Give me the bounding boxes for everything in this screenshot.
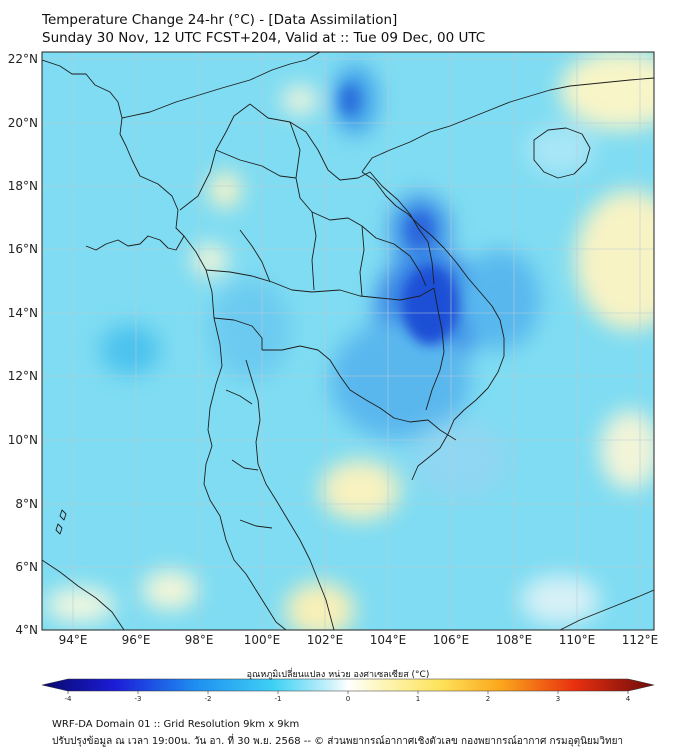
lat-label: 8°N <box>15 497 38 511</box>
nicobar-island <box>59 509 67 521</box>
colorbar-tick-label: -2 <box>205 695 212 703</box>
thailand-andaman-coast <box>203 445 247 575</box>
lon-label: 104°E <box>370 633 407 647</box>
thailand-cambodia-border <box>339 287 435 301</box>
malaysia-west-coast <box>245 573 287 630</box>
country-borders <box>42 52 654 630</box>
lat-label: 4°N <box>15 623 38 637</box>
lat-label: 6°N <box>15 560 38 574</box>
lon-label: 106°E <box>433 633 470 647</box>
colorbar-tick-label: -4 <box>65 695 73 703</box>
colorbar-tick-label: 1 <box>416 695 420 703</box>
map-frame <box>41 51 655 631</box>
province-border <box>225 389 253 405</box>
lon-label: 110°E <box>559 633 596 647</box>
lat-label: 12°N <box>8 369 38 383</box>
province-border <box>215 149 297 179</box>
axes: 22°N 20°N 18°N 16°N 14°N 12°N 10°N 8°N 6… <box>8 52 659 647</box>
sumatra-coast <box>42 559 125 630</box>
graticule <box>42 52 654 630</box>
lat-label: 16°N <box>8 242 38 256</box>
lon-label: 96°E <box>122 633 151 647</box>
province-border <box>239 519 273 529</box>
vietnam-coast <box>361 171 505 481</box>
malaysia-east-coast <box>299 539 335 630</box>
nicobar-island <box>55 523 63 535</box>
thailand-gulf-coast <box>245 359 301 541</box>
province-border <box>231 459 259 471</box>
colorbar-tick-label: 3 <box>556 695 560 703</box>
lon-label: 94°E <box>59 633 88 647</box>
province-border <box>359 225 365 297</box>
cambodia-coast <box>349 389 457 441</box>
map-subtitle: Sunday 30 Nov, 12 UTC FCST+204, Valid at… <box>42 30 486 46</box>
lon-label: 112°E <box>622 633 659 647</box>
thailand-upper-gulf <box>262 345 351 391</box>
lon-label: 98°E <box>185 633 214 647</box>
myanmar-china-border <box>121 52 321 119</box>
laos-border-north <box>249 103 435 285</box>
footer-model-info: WRF-DA Domain 01 :: Grid Resolution 9km … <box>52 719 300 730</box>
lat-label: 18°N <box>8 179 38 193</box>
lon-label: 100°E <box>244 633 281 647</box>
lat-label: 20°N <box>8 116 38 130</box>
colorbar-tick-label: -3 <box>135 695 142 703</box>
lat-label: 22°N <box>8 52 38 66</box>
colorbar-tick-label: 4 <box>626 695 631 703</box>
hainan-island <box>533 127 591 179</box>
temperature-field <box>42 52 654 630</box>
colorbar: -4 -3 -2 -1 0 1 2 3 4 <box>41 678 655 703</box>
borneo-coast <box>559 589 654 630</box>
province-border <box>311 211 317 291</box>
colorbar-label: อุณหภูมิเปลี่ยนแปลง หน่วย องศาเซลเซียส (… <box>246 670 430 680</box>
lon-label: 102°E <box>307 633 344 647</box>
lat-label: 10°N <box>8 433 38 447</box>
myanmar-west-coast <box>42 59 185 251</box>
myanmar-thailand-border <box>183 235 223 447</box>
province-border <box>213 317 263 350</box>
lon-label: 108°E <box>496 633 533 647</box>
province-border <box>239 229 271 283</box>
lat-label: 14°N <box>8 306 38 320</box>
footer-credit: ปรับปรุงข้อมูล ณ เวลา 19:00น. วัน อา. ที… <box>52 736 624 747</box>
colorbar-tick-label: -1 <box>275 695 282 703</box>
map-title: Temperature Change 24-hr (°C) - [Data As… <box>42 12 398 28</box>
province-border <box>205 269 341 293</box>
cambodia-vietnam-border <box>425 287 445 411</box>
colorbar-tick-label: 2 <box>486 695 490 703</box>
china-coast <box>361 77 654 173</box>
colorbar-tick-label: 0 <box>346 695 350 703</box>
